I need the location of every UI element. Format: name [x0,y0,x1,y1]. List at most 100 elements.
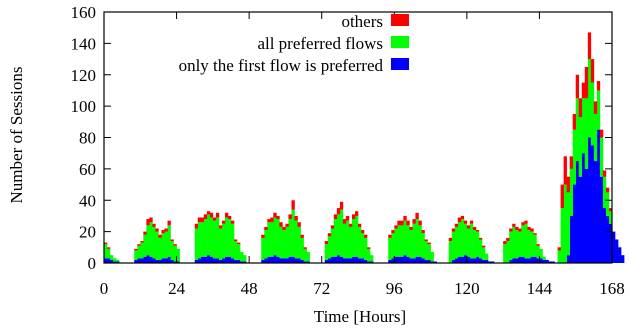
bar-segment [342,219,347,224]
bar-segment [224,256,229,263]
bar-segment [488,261,492,263]
bar-segment [527,226,531,231]
bar-segment [560,208,564,263]
bar-segment [515,230,519,259]
x-tick-label: 144 [527,279,553,298]
bar-segment [463,223,468,256]
bar-segment [143,256,147,263]
bar-segment [621,255,625,263]
bar-segment [161,233,165,259]
axes-layer: 0 20 40 60 80 100 120 140 160 0 24 48 72 96 120 144 168 [71,3,625,298]
bar-segment [524,220,528,224]
bar-segment [224,217,229,257]
bar-segment [596,129,601,263]
bar-segment [418,256,422,263]
bar-segment [206,211,211,215]
bar-segment [110,255,114,260]
bar-segment [605,192,610,216]
bar-segment [364,234,368,238]
bar-segment [197,222,202,259]
bar-segment [394,228,398,257]
y-tick-label: 140 [71,34,97,53]
bar-segment [409,258,413,263]
bar-segment [451,231,456,260]
bar-segment [406,256,410,263]
bar-segment [300,234,304,238]
bar-segment [451,259,456,263]
bar-segment [234,259,238,263]
bar-segment [539,258,543,263]
legend: others all preferred flows only the first … [179,12,409,75]
bar-segment [140,242,144,259]
bar-segment [176,261,180,263]
bar-segment [361,230,365,234]
bar-segment [348,226,353,259]
bar-segment [354,256,359,263]
bar-segment [518,228,522,232]
bar-segment [448,237,453,242]
legend-swatch [391,58,409,70]
bar-segment [285,223,289,227]
bar-segment [243,255,247,262]
bar-segment [155,228,159,232]
bar-segment [164,231,168,259]
bar-segment [282,258,286,263]
bar-segment [285,226,289,259]
y-axis-title: Number of Sessions [7,67,26,204]
bar-segment [599,176,604,263]
bar-segment [197,217,202,223]
bar-segment [339,201,344,210]
bar-segment [339,209,344,257]
bar-segment [267,256,271,263]
bar-segment [460,256,465,263]
bar-segment [200,256,205,263]
bar-segment [354,215,359,257]
bar-segment [158,234,162,238]
bar-segment [575,161,580,263]
y-tick-label: 40 [79,191,96,210]
bar-segment [200,222,205,257]
bar-segment [152,223,156,227]
bar-segment [599,137,604,177]
bar-segment [400,256,404,263]
bar-segment [273,217,277,256]
bar-segment [361,258,365,263]
bar-segment [536,244,540,246]
bar-segment [463,255,468,263]
bar-segment [545,259,549,263]
bar-segment [134,259,138,263]
bar-segment [596,90,601,130]
bar-segment [415,219,419,257]
bar-segment [351,214,356,220]
bar-segment [506,237,510,242]
bar-segment [327,233,332,237]
bar-segment [351,256,356,263]
bar-segment [134,248,138,251]
bar-segment [146,219,150,226]
bar-segment [345,220,350,259]
bar-segment [478,237,483,240]
bar-segment [336,208,341,215]
bar-segment [512,226,516,259]
bar-segment [612,231,616,264]
bar-segment [267,222,271,257]
bar-segment [209,212,214,218]
bar-segment [563,184,567,263]
bar-segment [596,81,601,91]
bar-segment [415,256,419,263]
bar-segment [400,225,404,257]
bar-segment [503,244,507,263]
bar-segment [234,241,238,260]
bar-segment [454,226,459,259]
series-1 [104,59,613,263]
bar-segment [143,234,147,257]
bar-segment [237,242,241,245]
bar-segment [170,241,174,260]
bar-segment [524,258,528,263]
bar-segment [557,247,561,251]
bar-segment [403,255,407,263]
bar-segment [463,220,468,224]
bar-segment [194,228,199,260]
bar-segment [297,258,301,263]
bar-segment [615,239,619,263]
